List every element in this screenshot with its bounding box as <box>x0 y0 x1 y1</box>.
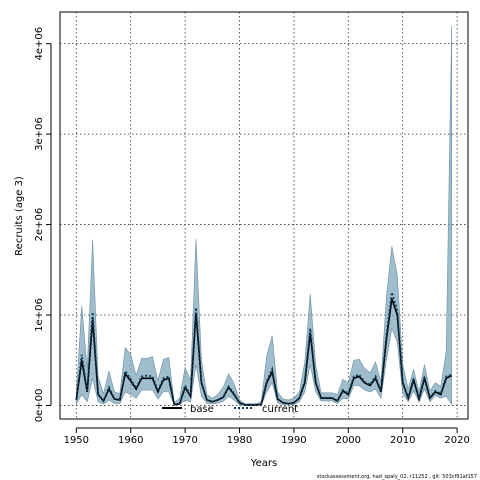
x-tick-label: 1950 <box>64 435 89 446</box>
x-tick-label: 2010 <box>390 435 415 446</box>
x-tick-label: 1970 <box>172 435 197 446</box>
x-tick-label: 1990 <box>281 435 306 446</box>
x-axis: 1950 1960 1970 1980 1990 2000 2010 2020 <box>64 427 470 446</box>
y-axis: 0e+00 1e+06 2e+06 3e+06 4e+06 <box>34 27 52 423</box>
plot-frame <box>59 11 469 420</box>
legend-label-base: base <box>190 404 214 415</box>
confidence-band-layer <box>76 25 452 406</box>
series-line-layer <box>75 292 453 406</box>
legend-label-current: current <box>262 404 298 415</box>
y-tick-label: 3e+06 <box>34 117 45 151</box>
y-tick-label: 1e+06 <box>34 298 45 332</box>
y-tick-label: 0e+00 <box>34 389 45 423</box>
x-tick-label: 1980 <box>227 435 252 446</box>
x-tick-label: 2000 <box>336 435 361 446</box>
x-tick-label: 2020 <box>444 435 469 446</box>
x-tick-label: 1960 <box>118 435 143 446</box>
grid-layer <box>60 12 468 419</box>
y-tick-label: 4e+06 <box>34 27 45 61</box>
footer-source: stockassessment.org, had_spaly_02, r1125… <box>317 474 477 480</box>
y-axis-title: Recruits (age 3) <box>14 176 25 256</box>
x-axis-title: Years <box>250 458 277 469</box>
y-tick-label: 2e+06 <box>34 208 45 242</box>
confidence-band <box>76 25 452 406</box>
series-line-current <box>75 292 452 406</box>
legend: base current <box>162 404 298 415</box>
